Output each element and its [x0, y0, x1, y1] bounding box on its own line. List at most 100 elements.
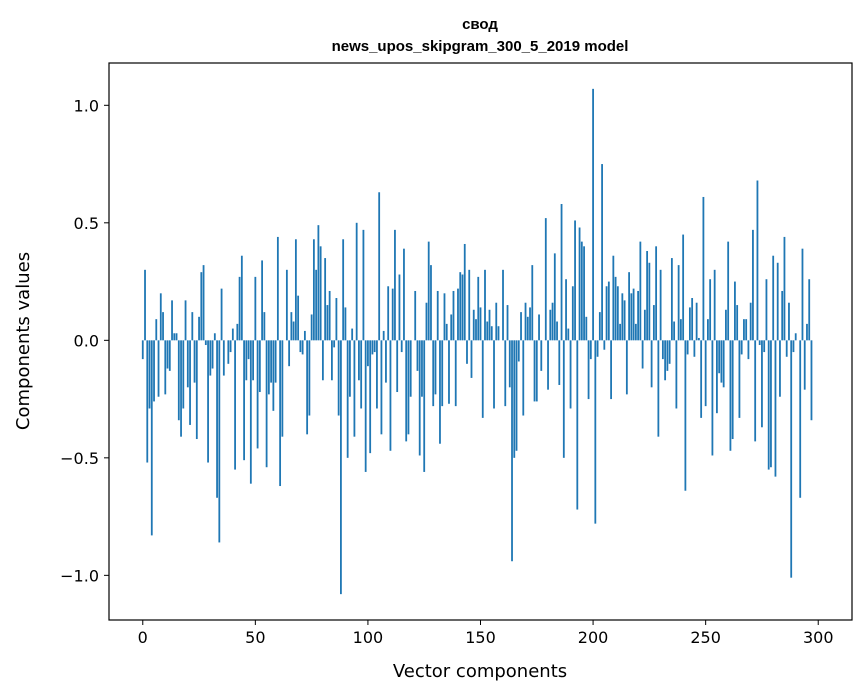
- bar: [547, 340, 549, 390]
- bar: [267, 340, 270, 395]
- bar: [522, 340, 525, 416]
- bar: [319, 246, 322, 341]
- bar: [736, 305, 739, 341]
- bar: [722, 340, 725, 388]
- bar: [331, 340, 333, 381]
- x-tick-label: 50: [245, 628, 265, 647]
- bar: [562, 340, 565, 458]
- bar: [657, 340, 660, 437]
- bar: [258, 340, 261, 393]
- bar: [245, 340, 248, 381]
- bar: [427, 241, 430, 341]
- bar: [231, 328, 234, 341]
- bar: [666, 340, 669, 371]
- bar: [781, 290, 784, 341]
- bar: [385, 340, 387, 383]
- bar: [290, 312, 293, 341]
- bar: [195, 340, 198, 440]
- bar: [254, 276, 257, 341]
- bar: [220, 288, 223, 341]
- bar: [648, 262, 651, 341]
- bar: [614, 276, 617, 341]
- bar: [398, 274, 401, 341]
- bar: [391, 288, 394, 341]
- bar: [367, 340, 369, 367]
- bar: [299, 340, 302, 353]
- bar: [544, 218, 547, 341]
- bar: [801, 248, 804, 341]
- bar: [585, 316, 588, 341]
- bar: [594, 340, 597, 524]
- bar: [452, 290, 455, 341]
- bar: [306, 340, 309, 435]
- bar: [569, 340, 572, 409]
- bar: [488, 309, 491, 341]
- bar: [159, 293, 162, 341]
- bar: [540, 340, 543, 371]
- bar: [634, 323, 637, 341]
- bar: [560, 204, 563, 341]
- bar: [328, 290, 331, 341]
- bar: [146, 340, 149, 463]
- bar: [213, 333, 216, 341]
- bar: [281, 340, 284, 437]
- bar: [144, 269, 146, 341]
- bar: [394, 229, 396, 341]
- bar: [686, 340, 689, 355]
- bar: [788, 302, 790, 341]
- bar: [704, 340, 707, 407]
- bar: [727, 241, 730, 341]
- bar: [693, 340, 696, 357]
- bar: [664, 340, 667, 381]
- bar: [785, 340, 788, 357]
- bar: [486, 321, 489, 341]
- bar: [168, 340, 171, 371]
- bar: [434, 340, 437, 395]
- bar: [596, 340, 599, 357]
- bar: [679, 319, 682, 341]
- y-tick-label: 1.0: [74, 96, 99, 115]
- bar: [180, 340, 182, 437]
- y-tick-label: 0.5: [74, 214, 99, 233]
- bar: [207, 340, 209, 463]
- bar: [171, 300, 173, 341]
- bar: [531, 265, 534, 341]
- bar: [261, 260, 263, 341]
- bar: [623, 300, 626, 341]
- bar: [466, 340, 468, 364]
- bar: [643, 309, 646, 341]
- bar: [403, 248, 405, 341]
- bar: [790, 340, 793, 578]
- bar: [779, 340, 781, 397]
- bar: [418, 340, 421, 456]
- y-axis-label: Components values: [13, 252, 34, 430]
- x-tick-label: 100: [353, 628, 384, 647]
- bar: [774, 340, 777, 477]
- bar: [580, 241, 583, 341]
- bar: [734, 281, 736, 341]
- bar: [423, 340, 426, 472]
- bar: [603, 340, 606, 350]
- bar: [720, 340, 723, 383]
- bar: [204, 340, 207, 346]
- bar: [340, 340, 342, 595]
- bar: [574, 220, 576, 341]
- bar: [761, 340, 763, 428]
- bar: [321, 340, 324, 381]
- bar: [200, 272, 203, 341]
- bar: [175, 333, 178, 341]
- bar: [484, 269, 486, 341]
- bar: [511, 340, 513, 562]
- bar: [475, 319, 477, 341]
- bar: [806, 323, 808, 341]
- bar: [468, 269, 471, 341]
- bar: [743, 319, 745, 341]
- bar: [211, 340, 214, 369]
- bar: [155, 319, 158, 341]
- bar: [445, 323, 448, 341]
- bar: [524, 302, 527, 341]
- y-axis-ticks: −1.0 −0.5 0.0 0.5 1.0: [60, 96, 109, 585]
- bar: [526, 316, 529, 341]
- bar: [380, 340, 383, 435]
